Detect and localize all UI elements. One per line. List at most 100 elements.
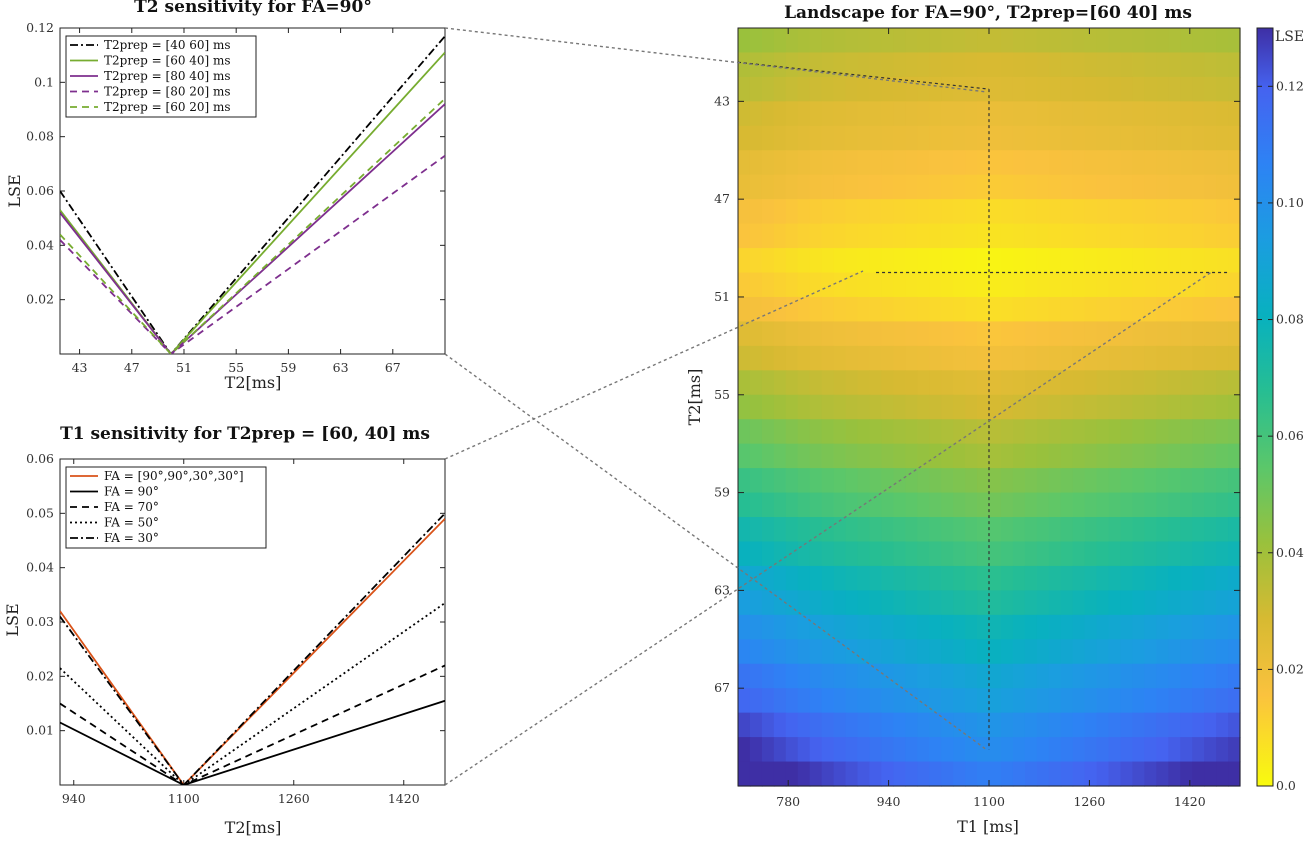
heatmap-cell [773, 565, 787, 591]
heatmap-cell [738, 174, 751, 200]
heatmap-cell [773, 663, 787, 689]
heatmap-cell [749, 492, 763, 518]
heatmap-cell [941, 590, 954, 616]
heatmap-cell [1156, 468, 1169, 494]
heatmap-cell [929, 614, 942, 640]
heatmap-cell [797, 737, 811, 763]
heatmap-cell [917, 590, 930, 616]
heatmap-cell [1168, 737, 1181, 763]
heatmap-cell [1204, 712, 1217, 738]
heatmap-cell [1060, 174, 1074, 200]
heatmap-cell [1096, 541, 1110, 567]
heatmap-cell [738, 248, 751, 274]
heatmap-cell [761, 419, 775, 445]
heatmap-cell [893, 394, 906, 420]
heatmap-cell [1108, 199, 1122, 225]
heatmap-cell [1204, 150, 1217, 176]
heatmap-cell [761, 199, 775, 225]
heatmap-cell [1012, 272, 1026, 298]
heatmap-cell [893, 541, 906, 567]
heatmap-cell [1132, 174, 1145, 200]
heatmap-cell [941, 419, 954, 445]
heatmap-cell [1120, 150, 1134, 176]
heatmap-cell [1132, 272, 1145, 298]
heatmap-cell [1168, 150, 1181, 176]
heatmap-cell [1012, 125, 1026, 151]
heatmap-cell [905, 394, 918, 420]
heatmap-cell [749, 688, 763, 714]
heatmap-cell [857, 101, 871, 127]
x-tick-label: 59 [280, 360, 296, 375]
heatmap-cell [1012, 223, 1026, 249]
heatmap-cell [893, 761, 906, 787]
heatmap-cell [905, 28, 918, 54]
heatmap-cell [1192, 737, 1205, 763]
heatmap-cell [1048, 223, 1062, 249]
heatmap-cell [1108, 468, 1122, 494]
heatmap-cell [1180, 76, 1193, 102]
heatmap-cell [1084, 296, 1098, 323]
heatmap-cell [857, 174, 871, 200]
heatmap-cell [857, 639, 871, 665]
heatmap-cell [1120, 541, 1134, 567]
heatmap-cell [1000, 248, 1014, 274]
heatmap-cell [785, 272, 799, 298]
heatmap-cell [738, 712, 751, 738]
heatmap-cell [1084, 639, 1098, 665]
heatmap-cell [1216, 712, 1229, 738]
heatmap-cell [1024, 52, 1038, 78]
heatmap-cell [1168, 688, 1181, 714]
heatmap-cell [941, 468, 954, 494]
heatmap-cell [1072, 712, 1086, 738]
heatmap-cell [761, 296, 775, 323]
heatmap-cell [1024, 199, 1038, 225]
heatmap-cell [749, 370, 763, 396]
heatmap-cell [929, 28, 942, 54]
heatmap-cell [905, 223, 918, 249]
heatmap-cell [893, 370, 906, 396]
heatmap-cell [749, 565, 763, 591]
heatmap-cell [1072, 565, 1086, 591]
t1-y-axis-label: LSE [3, 603, 22, 636]
heatmap-cell [1012, 174, 1026, 200]
heatmap-cell [761, 394, 775, 420]
heatmap-cell [1204, 394, 1217, 420]
heatmap-cell [965, 590, 978, 616]
heatmap-cell [953, 419, 966, 445]
heatmap-cell [773, 248, 787, 274]
heatmap-cell [1216, 492, 1229, 518]
y-tick-label: 0.08 [26, 129, 54, 144]
x-tick-label: 55 [228, 360, 244, 375]
heatmap-cell [1180, 712, 1193, 738]
heatmap-cell [1192, 761, 1205, 787]
heatmap-cell [917, 761, 930, 787]
heatmap-cell [857, 321, 871, 347]
heatmap-cell [1036, 688, 1050, 714]
heatmap-cell [917, 614, 930, 640]
heatmap-cell [965, 248, 978, 274]
heatmap-cell [1072, 28, 1086, 54]
heatmap-cell [1024, 737, 1038, 763]
heatmap-cell [1156, 517, 1169, 543]
heatmap-cell [821, 394, 835, 420]
heatmap-cell [1168, 517, 1181, 543]
heatmap-cell [773, 614, 787, 640]
heatmap-cell [833, 76, 847, 102]
heatmap-cell [833, 101, 847, 127]
heatmap-cell [917, 76, 930, 102]
heatmap-cell [1132, 296, 1145, 323]
heatmap-cell [1036, 345, 1050, 371]
heatmap-cell [905, 761, 918, 787]
heatmap-cell [893, 199, 906, 225]
heatmap-cell [905, 541, 918, 567]
heatmap-cell [881, 761, 894, 787]
heatmap-cell [797, 248, 811, 274]
heatmap-cell [1048, 28, 1062, 54]
connector-line [444, 353, 988, 751]
heatmap-cell [941, 541, 954, 567]
heatmap-cell [893, 590, 906, 616]
heatmap-cell [1084, 101, 1098, 127]
heatmap-cell [833, 248, 847, 274]
heatmap-cell [917, 712, 930, 738]
heatmap-cell [917, 639, 930, 665]
